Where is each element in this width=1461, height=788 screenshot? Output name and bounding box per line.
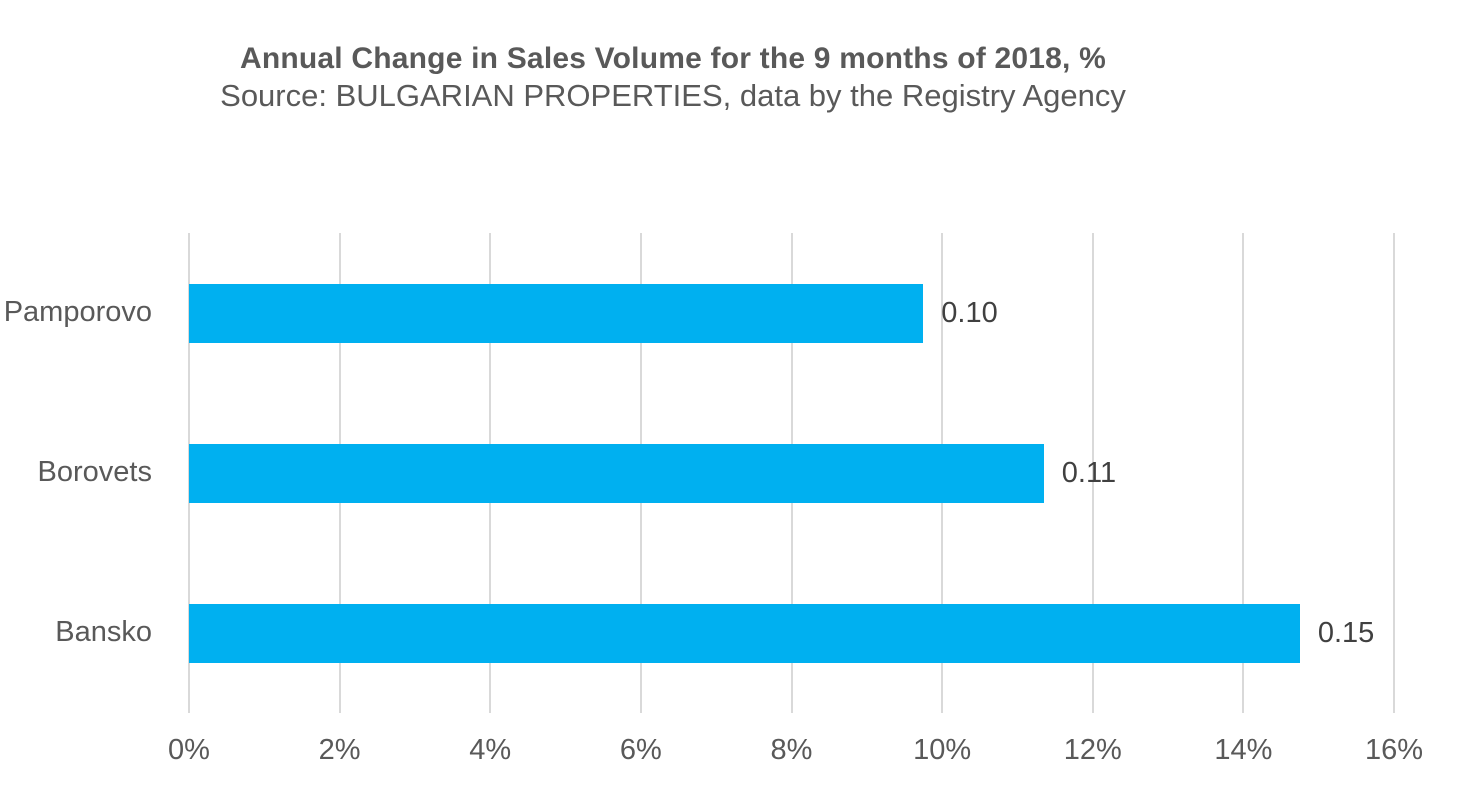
category-label-borovets: Borovets bbox=[37, 456, 152, 488]
data-label-borovets: 0.11 bbox=[1061, 456, 1117, 489]
bar-borovets bbox=[189, 443, 1044, 503]
chart-subtitle: Source: BULGARIAN PROPERTIES, data by th… bbox=[220, 78, 1126, 113]
chart-title: Annual Change in Sales Volume for the 9 … bbox=[239, 42, 1106, 75]
x-tick-label: 4% bbox=[469, 734, 512, 766]
x-tick-label: 16% bbox=[1364, 734, 1424, 766]
x-tick-label: 12% bbox=[1063, 734, 1122, 766]
gridline-14pct bbox=[1242, 233, 1245, 713]
data-label-pamporovo: 0.10 bbox=[941, 296, 998, 329]
gridline-16pct bbox=[1393, 233, 1395, 713]
x-tick-label: 8% bbox=[770, 734, 813, 766]
data-label-bansko: 0.15 bbox=[1317, 616, 1375, 649]
x-tick-label: 0% bbox=[168, 734, 210, 766]
gridline-12pct bbox=[1091, 233, 1094, 713]
category-label-pamporovo: Pamporovo bbox=[3, 296, 152, 328]
x-tick-label: 2% bbox=[318, 734, 361, 766]
bar-pamporovo bbox=[189, 283, 924, 343]
x-tick-label: 14% bbox=[1214, 734, 1273, 766]
bar-bansko bbox=[189, 603, 1300, 663]
x-tick-label: 6% bbox=[619, 734, 662, 766]
category-label-bansko: Bansko bbox=[55, 616, 152, 648]
x-tick-label: 10% bbox=[913, 734, 972, 766]
plot-area: 0.10 0.11 0.15 bbox=[188, 233, 1395, 713]
